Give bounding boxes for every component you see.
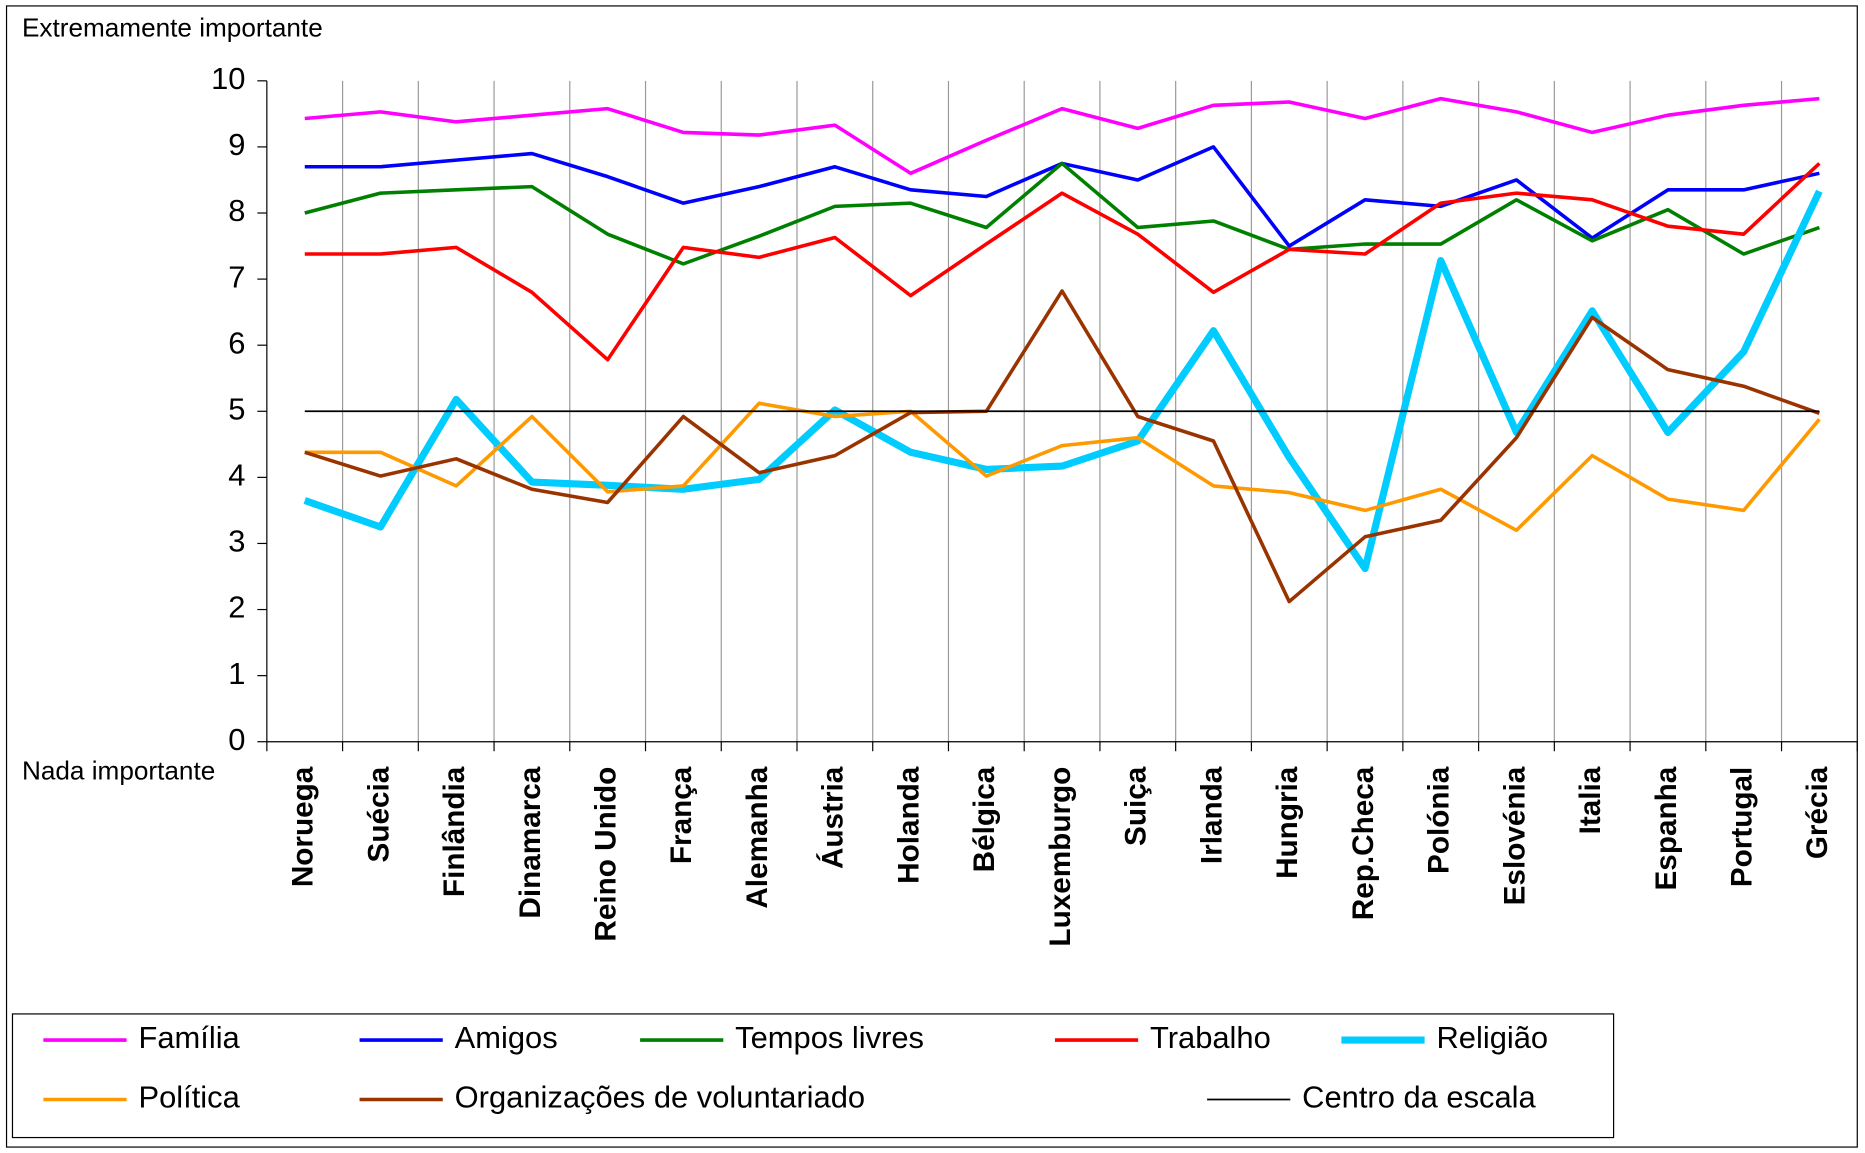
- legend-label: Amigos: [455, 1020, 558, 1055]
- legend-label: Centro da escala: [1302, 1080, 1536, 1115]
- series-line: [304, 162, 1821, 362]
- series-line: [304, 161, 1820, 266]
- y-tick-label: 4: [228, 458, 245, 493]
- x-tick-label: Italia: [1574, 766, 1607, 834]
- legend-label: Organizações de voluntariado: [455, 1080, 865, 1115]
- y-tick-label: 8: [228, 193, 245, 228]
- y-tick-label: 0: [228, 722, 245, 757]
- x-tick-label: Alemanha: [741, 766, 774, 908]
- series-line: [304, 401, 1821, 533]
- x-tick-label: Bélgica: [968, 766, 1001, 872]
- x-tick-label: Polónia: [1423, 766, 1456, 874]
- x-tick-label: Áustria: [816, 766, 850, 869]
- x-tick-label: Rep.Checa: [1347, 766, 1380, 920]
- x-tick-label: Grécia: [1801, 766, 1834, 859]
- y-tick-label: 7: [228, 259, 245, 294]
- chart-border: [5, 5, 1858, 1148]
- legend-box: [11, 1013, 1615, 1139]
- series-line: [303, 189, 1823, 573]
- y-tick-label: 3: [228, 524, 245, 559]
- bottom-annotation: Nada importante: [22, 756, 215, 786]
- series-line: [304, 96, 1820, 176]
- series-line: [304, 289, 1820, 604]
- x-tick-label: Suiça: [1120, 766, 1153, 846]
- top-annotation: Extremamente importante: [22, 13, 323, 43]
- legend-label: Família: [138, 1020, 240, 1055]
- x-tick-label: Suécia: [362, 766, 395, 862]
- legend-label: Religião: [1436, 1020, 1548, 1055]
- y-tick-label: 1: [228, 656, 245, 691]
- legend-label: Política: [138, 1080, 240, 1115]
- x-tick-label: Portugal: [1726, 767, 1759, 887]
- y-tick-label: 9: [228, 127, 245, 162]
- y-tick-label: 2: [228, 590, 245, 625]
- y-tick-label: 6: [228, 325, 245, 360]
- x-tick-label: Eslovénia: [1498, 766, 1531, 905]
- x-tick-label: Reino Unido: [590, 767, 623, 942]
- legend-label: Tempos livres: [735, 1020, 924, 1055]
- x-tick-label: Dinamarca: [514, 766, 547, 918]
- x-tick-label: Luxemburgo: [1044, 767, 1077, 947]
- x-tick-label: Espanha: [1650, 766, 1683, 890]
- x-tick-label: Finlândia: [438, 766, 471, 897]
- x-tick-label: Irlanda: [1195, 766, 1228, 864]
- x-tick-label: França: [665, 766, 698, 864]
- y-tick-label: 5: [228, 391, 245, 426]
- x-tick-label: Hungria: [1271, 766, 1304, 879]
- x-tick-label: Holanda: [892, 766, 925, 884]
- legend-label: Trabalho: [1150, 1020, 1271, 1055]
- y-tick-label: 10: [211, 61, 245, 96]
- x-tick-label: Noruega: [287, 766, 320, 887]
